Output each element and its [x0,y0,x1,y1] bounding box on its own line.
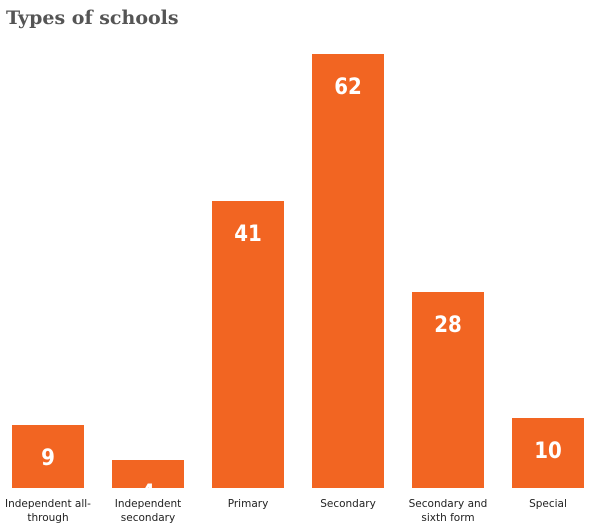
bar [412,292,484,488]
x-tick-label: Secondary and sixth form [408,498,488,524]
value-label: 62 [334,75,362,100]
value-label: 28 [434,313,462,338]
x-tick-label: Special [529,498,567,510]
x-tick-label: Primary [227,498,269,510]
bar [212,201,284,488]
value-label: 41 [234,222,262,247]
value-label: 9 [41,446,55,471]
chart-title: Types of schools [6,7,179,29]
bar [512,418,584,488]
bar [112,460,184,488]
x-tick-label: Independent secondary [114,498,182,524]
x-tick-label: Independent all-through [5,498,91,524]
bar [312,54,384,488]
bar [12,425,84,488]
value-label: 4 [141,481,155,506]
value-label: 10 [534,439,562,464]
x-tick-label: Secondary [320,498,376,510]
